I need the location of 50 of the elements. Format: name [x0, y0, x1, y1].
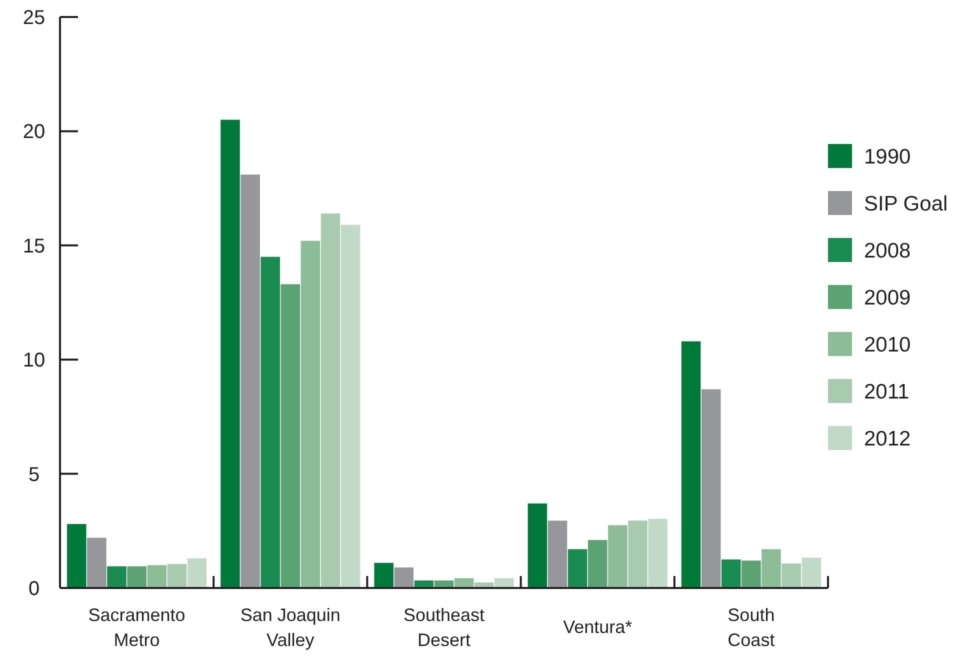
legend-label: 2008 — [864, 239, 911, 262]
legend-label: 2012 — [864, 427, 911, 450]
bar — [127, 566, 146, 588]
bar — [374, 562, 394, 588]
bar — [320, 213, 340, 588]
bar — [340, 224, 360, 588]
bar — [568, 549, 588, 588]
bar — [240, 174, 260, 588]
bar — [260, 256, 280, 588]
bar — [187, 558, 207, 588]
bar — [608, 525, 628, 588]
bar — [280, 284, 300, 588]
y-tick-label: 10 — [22, 350, 46, 372]
bar — [167, 564, 187, 588]
x-tick-label: Southeast Desert — [403, 605, 485, 650]
legend-label: 2011 — [864, 380, 910, 404]
bar — [107, 566, 126, 588]
x-tick-label: San Joaquin Valley — [240, 605, 340, 650]
y-tick-label: 15 — [22, 235, 46, 258]
legend-label: SIP Goal — [864, 192, 948, 216]
bar — [220, 120, 240, 588]
y-tick-label: 5 — [28, 464, 40, 486]
y-tick-label: 0 — [28, 578, 40, 600]
bar — [681, 341, 701, 588]
bar — [454, 578, 474, 588]
x-tick-label: Ventura* — [563, 617, 632, 637]
bar — [648, 518, 668, 588]
bar — [394, 567, 414, 588]
legend-label: 2009 — [864, 286, 911, 310]
bar — [782, 564, 801, 588]
y-tick-label: 25 — [22, 7, 46, 29]
bar — [762, 549, 781, 588]
bar — [742, 560, 761, 588]
x-tick-label: South Coast — [728, 605, 775, 650]
legend-label: 2010 — [864, 333, 911, 356]
bar — [147, 565, 166, 588]
bar — [300, 240, 320, 588]
bar — [701, 389, 721, 588]
bar — [67, 524, 86, 588]
bar — [628, 520, 648, 588]
bar — [528, 503, 548, 588]
bar — [722, 559, 741, 588]
bar — [588, 540, 608, 588]
x-tick-label: Sacramento Metro — [88, 605, 186, 650]
bar — [548, 520, 568, 588]
y-tick-label: 20 — [22, 121, 46, 144]
bar — [87, 538, 106, 588]
bar — [494, 578, 514, 588]
legend-label: 1990 — [864, 145, 911, 168]
bar — [802, 558, 821, 588]
